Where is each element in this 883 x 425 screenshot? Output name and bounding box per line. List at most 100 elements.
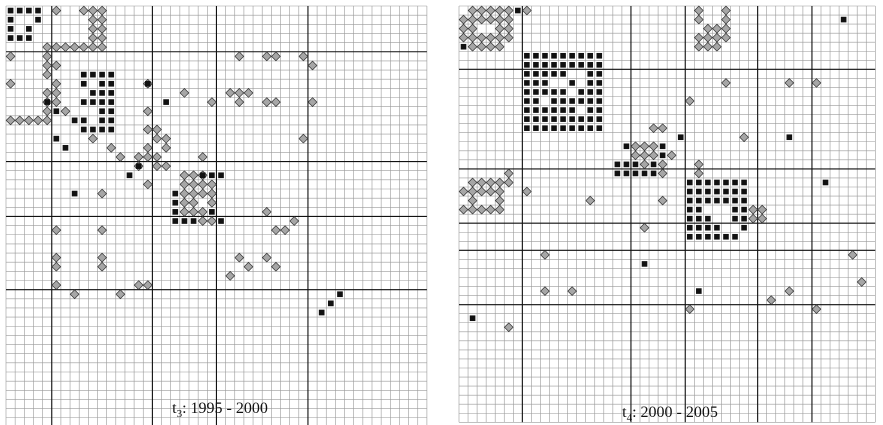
square-mark (327, 300, 334, 307)
square-mark (53, 135, 60, 142)
diamond-mark (485, 186, 496, 197)
square-mark (318, 309, 325, 316)
square-mark (7, 7, 14, 14)
diamond-mark (51, 225, 62, 236)
diamond-mark (503, 32, 514, 43)
diamond-mark (693, 168, 704, 179)
square-mark (533, 80, 539, 86)
diamond-mark (712, 41, 722, 52)
diamond-mark (721, 5, 731, 16)
diamond-mark (721, 32, 731, 43)
square-mark (686, 188, 693, 195)
diamond-mark (494, 23, 505, 34)
diamond-mark (503, 177, 514, 188)
square-mark (705, 197, 711, 204)
diamond-mark (458, 23, 469, 34)
square-mark (569, 116, 575, 122)
diamond-mark (206, 179, 217, 190)
square-mark (560, 89, 566, 95)
diamond-mark (78, 5, 89, 16)
diamond-mark (115, 152, 126, 162)
square-mark (90, 71, 96, 78)
square-mark (90, 99, 96, 105)
square-mark (686, 233, 693, 240)
square-mark (99, 126, 105, 133)
square-mark (569, 107, 575, 113)
square-mark (533, 125, 539, 131)
square-mark (62, 144, 69, 151)
square-mark (569, 80, 575, 86)
diamond-mark (289, 216, 300, 226)
square-mark (551, 62, 557, 68)
square-mark (209, 209, 215, 215)
diamond-mark (23, 115, 34, 126)
diamond-mark (197, 206, 208, 217)
square-mark (714, 233, 720, 240)
square-mark (596, 71, 603, 77)
diamond-marks (458, 5, 867, 333)
square-mark (524, 125, 530, 131)
diamond-mark (51, 280, 62, 290)
diamond-mark (161, 161, 172, 172)
diamond-mark (271, 225, 281, 236)
square-mark (172, 190, 179, 197)
block-separators (459, 6, 876, 423)
diamond-mark (142, 152, 153, 162)
diamond-mark (467, 14, 478, 25)
diamond-mark (503, 14, 514, 25)
square-mark (16, 7, 23, 14)
square-mark (542, 80, 548, 86)
square-mark (551, 71, 557, 77)
square-mark (696, 233, 702, 240)
square-mark (80, 126, 87, 133)
diamond-mark (467, 23, 478, 34)
diamond-mark (188, 179, 199, 190)
diamond-mark (847, 250, 858, 260)
diamond-mark (503, 168, 514, 179)
square-mark (723, 233, 729, 240)
square-mark (696, 197, 702, 204)
diamond-mark (485, 204, 496, 215)
diamond-mark (721, 23, 731, 34)
diamond-mark (60, 106, 71, 117)
diamond-mark (142, 106, 153, 117)
diamond-mark (684, 96, 695, 106)
diamond-mark (458, 14, 469, 25)
diamond-mark (298, 51, 309, 62)
diamond-mark (261, 51, 272, 62)
diamond-mark (234, 51, 245, 62)
square-mark (99, 99, 105, 105)
diamond-mark (467, 186, 478, 197)
diamond-mark (179, 188, 190, 199)
diamond-mark (42, 115, 53, 126)
square-mark (542, 52, 548, 59)
square-mark (80, 117, 87, 124)
square-mark (181, 218, 188, 224)
square-mark (7, 35, 14, 41)
diamond-mark (188, 188, 199, 199)
square-mark (696, 215, 702, 222)
diamond-mark (494, 204, 505, 215)
diamond-mark (630, 150, 641, 161)
diamond-mark (712, 23, 722, 34)
square-mark (35, 16, 41, 23)
square-mark (732, 197, 738, 204)
diamond-mark (648, 141, 659, 152)
diamond-mark (88, 33, 98, 43)
square-mark (26, 35, 32, 41)
diamond-mark (88, 42, 98, 53)
diamond-mark (458, 204, 469, 215)
square-mark (741, 188, 747, 195)
diamond-mark (485, 32, 496, 43)
diamond-mark (97, 188, 107, 199)
square-mark (686, 179, 693, 186)
diamond-mark (152, 124, 162, 135)
diamond-mark (648, 123, 659, 134)
square-mark (337, 291, 343, 298)
square-mark (596, 98, 603, 104)
square-mark (587, 80, 594, 86)
diamond-mark (225, 271, 236, 281)
panel-t3 (5, 5, 428, 425)
square-mark (218, 218, 224, 224)
diamond-mark (476, 41, 487, 52)
